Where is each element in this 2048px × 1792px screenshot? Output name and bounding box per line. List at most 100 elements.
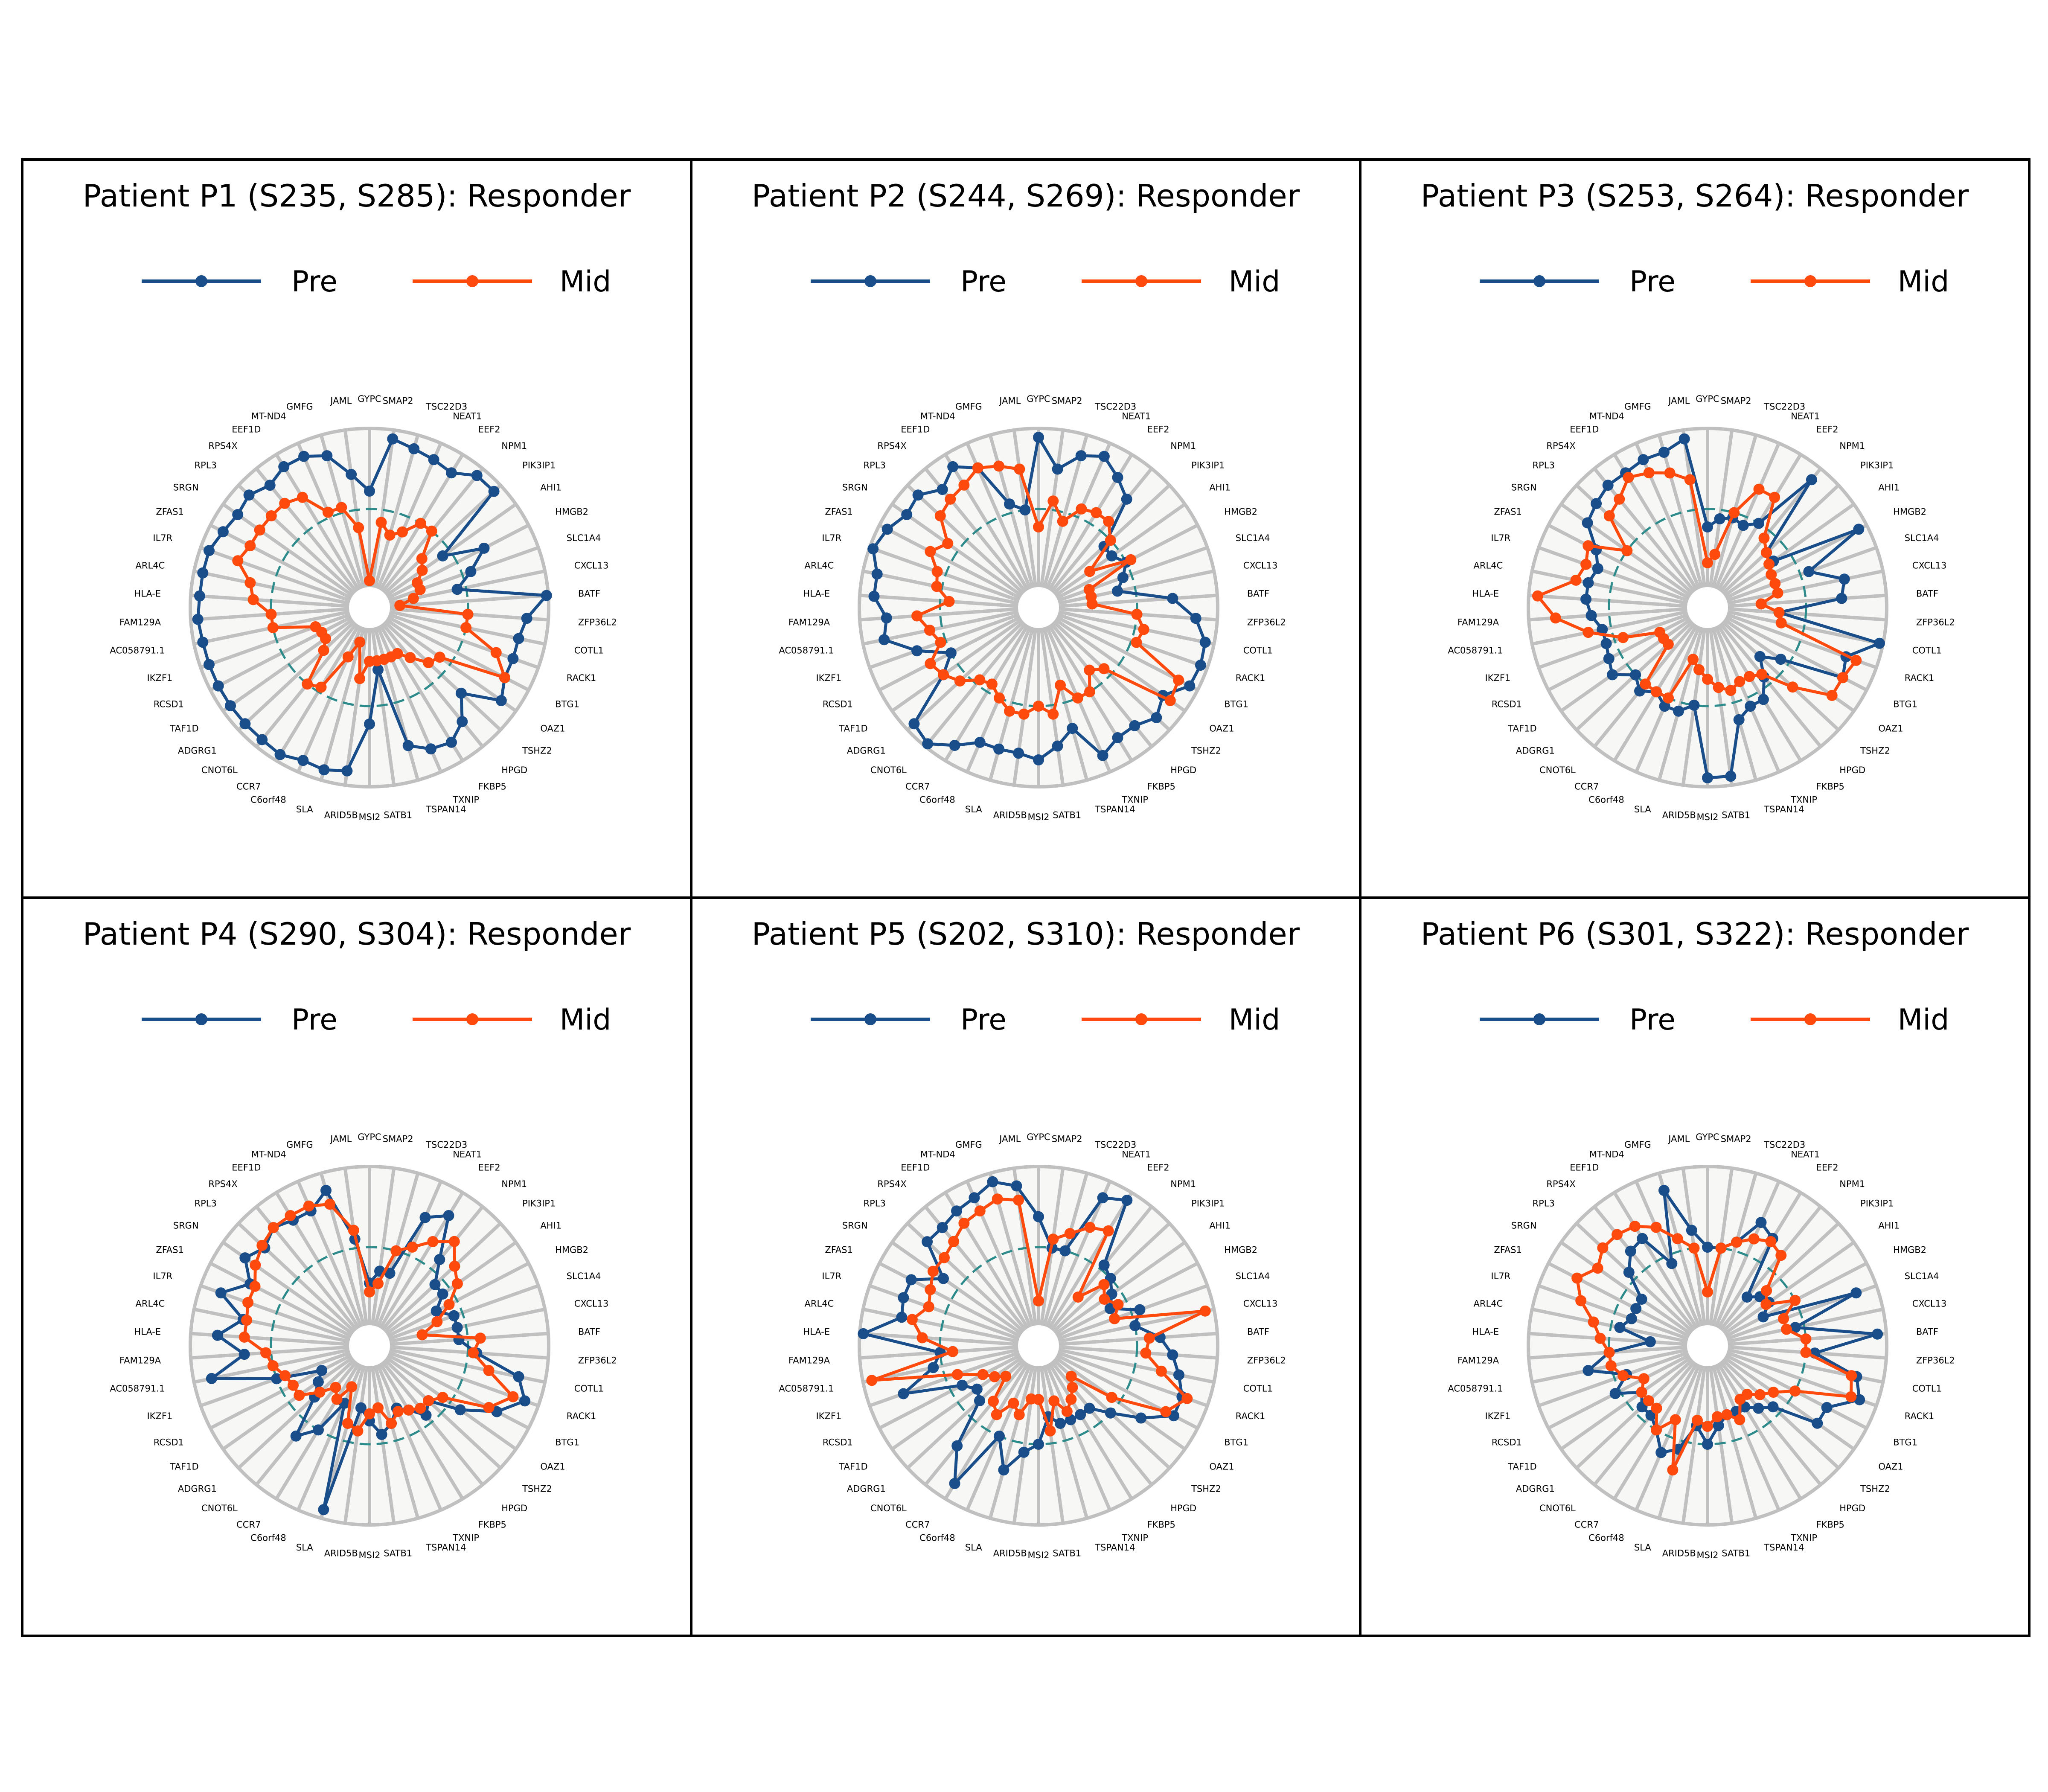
data-point (1753, 1402, 1764, 1414)
radar-spoke (368, 1168, 396, 1346)
category-label: SMAP2 (1052, 396, 1082, 406)
radar-spoke (1575, 1222, 1709, 1347)
data-point (945, 647, 957, 659)
category-label: NEAT1 (453, 411, 482, 422)
radar-spoke (368, 606, 464, 762)
radar-spoke (944, 454, 1040, 609)
radar-spoke (1707, 524, 1868, 609)
data-point (1651, 1402, 1662, 1414)
data-point (1131, 637, 1142, 648)
radar-spoke (891, 606, 1040, 713)
data-point (1644, 1336, 1656, 1347)
data-point (1666, 1258, 1678, 1269)
radar-spoke (1560, 606, 1709, 713)
data-point (483, 1402, 495, 1413)
radar-spoke (200, 1284, 370, 1347)
data-point (429, 1279, 441, 1290)
data-point (303, 1200, 314, 1212)
category-label: BATF (1916, 1327, 1938, 1337)
data-point (1013, 1409, 1025, 1420)
data-point (353, 522, 364, 533)
category-label: RPS4X (1546, 1179, 1575, 1189)
data-point (912, 489, 924, 501)
data-point (881, 612, 892, 624)
data-point (384, 1268, 396, 1279)
data-point (1597, 1242, 1609, 1254)
category-label: MSI2 (1696, 1550, 1718, 1560)
data-point (993, 743, 1005, 755)
category-label: JAML (329, 1134, 352, 1144)
data-point (242, 1297, 254, 1308)
data-point (1052, 740, 1063, 752)
category-label: SATB1 (1722, 1548, 1750, 1558)
data-point (241, 1315, 253, 1326)
category-label: GYPC (1027, 1132, 1050, 1142)
radar-spoke (1681, 607, 1709, 785)
data-point (330, 1382, 341, 1393)
radar-spoke (1037, 1181, 1111, 1347)
data-point (1663, 692, 1674, 704)
data-point (1623, 1267, 1635, 1278)
category-label: SLC1A4 (567, 1271, 601, 1281)
category-label: HLA-E (1472, 1327, 1499, 1337)
data-point (364, 656, 375, 667)
data-point (460, 622, 472, 633)
radar-spoke (944, 1192, 1040, 1347)
legend-marker (1804, 275, 1816, 287)
legend-marker (1135, 275, 1147, 287)
data-point (279, 497, 291, 509)
category-label: COTL1 (1912, 1384, 1942, 1394)
data-point (1143, 1332, 1155, 1344)
data-point (931, 566, 943, 577)
radar-spoke (1706, 1344, 1802, 1500)
category-label: CCR7 (905, 1520, 930, 1530)
category-label: AHI1 (1878, 482, 1900, 492)
category-label: NPM1 (501, 441, 527, 451)
data-point (416, 564, 428, 576)
radar-spoke (297, 1345, 371, 1511)
radar-spoke (193, 1344, 370, 1384)
data-point (448, 1236, 460, 1247)
data-point (1106, 1392, 1117, 1403)
data-point (938, 669, 949, 681)
data-point (924, 625, 935, 636)
data-point (352, 1425, 364, 1437)
radar-spoke (1657, 1345, 1709, 1519)
data-point (1728, 507, 1740, 518)
reference-circle (270, 508, 469, 707)
data-point (1754, 651, 1766, 662)
category-label: ADGRG1 (1516, 1484, 1555, 1494)
radar-spoke (1038, 1344, 1215, 1384)
radar-spoke (368, 1172, 420, 1347)
category-label: JAML (1667, 396, 1690, 406)
category-label: COTL1 (574, 646, 604, 656)
category-label: SLA (1634, 804, 1652, 815)
data-point (1711, 1411, 1723, 1423)
data-point (1532, 590, 1543, 602)
category-label: RPS4X (208, 1179, 237, 1189)
category-label: ARL4C (136, 560, 165, 570)
data-point (488, 486, 500, 497)
data-point (905, 1274, 917, 1286)
data-point (925, 658, 936, 669)
data-point (1625, 1245, 1636, 1257)
category-label: C6orf48 (1588, 1533, 1624, 1543)
data-point (446, 467, 457, 479)
category-label: FAM129A (119, 1355, 161, 1365)
data-point (922, 738, 934, 750)
category-label: RPL3 (195, 1199, 217, 1209)
radar-spoke (1707, 546, 1877, 609)
data-point (1850, 1287, 1862, 1299)
data-point (260, 1347, 271, 1359)
data-point (1055, 680, 1066, 691)
radar-spoke (343, 607, 371, 785)
radar-spoke (1681, 430, 1709, 608)
category-label: EEF1D (901, 424, 930, 434)
category-label: RACK1 (567, 1411, 596, 1421)
panel-2: Patient P2 (S244, S269): Responder Pre Mid… (690, 158, 1361, 899)
category-label: CXCL13 (574, 1298, 609, 1309)
data-point (1591, 498, 1602, 509)
data-point (1607, 669, 1618, 681)
data-point (974, 1205, 986, 1217)
category-label: C6orf48 (250, 1533, 286, 1543)
